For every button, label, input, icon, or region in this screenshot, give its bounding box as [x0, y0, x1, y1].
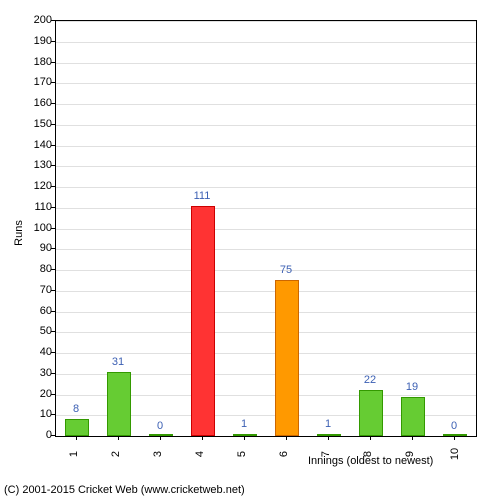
bar [359, 390, 382, 436]
x-tick-label: 4 [194, 451, 206, 457]
y-tick-mark [51, 62, 55, 63]
y-tick-label: 120 [22, 180, 52, 192]
x-tick-label: 7 [320, 451, 332, 457]
grid-line [56, 249, 476, 250]
y-tick-label: 100 [22, 222, 52, 234]
bar-value-label: 0 [157, 420, 163, 432]
y-tick-label: 180 [22, 56, 52, 68]
bar-value-label: 8 [73, 403, 79, 415]
chart-container: Runs Innings (oldest to newest) (C) 2001… [0, 0, 500, 500]
x-tick-label: 8 [362, 451, 374, 457]
grid-line [56, 104, 476, 105]
y-tick-mark [51, 352, 55, 353]
x-tick-mark [118, 436, 119, 440]
y-tick-label: 200 [22, 14, 52, 26]
bar-value-label: 75 [280, 264, 292, 276]
y-tick-mark [51, 124, 55, 125]
x-tick-label: 1 [68, 451, 80, 457]
x-tick-mark [76, 436, 77, 440]
grid-line [56, 146, 476, 147]
bar [275, 280, 298, 436]
grid-line [56, 83, 476, 84]
x-tick-mark [202, 436, 203, 440]
y-tick-mark [51, 41, 55, 42]
y-tick-mark [51, 331, 55, 332]
y-tick-label: 80 [22, 263, 52, 275]
grid-line [56, 187, 476, 188]
grid-line [56, 353, 476, 354]
bar-value-label: 31 [112, 356, 124, 368]
x-tick-mark [160, 436, 161, 440]
y-tick-mark [51, 103, 55, 104]
y-tick-label: 140 [22, 139, 52, 151]
bar-value-label: 22 [364, 374, 376, 386]
y-tick-label: 150 [22, 118, 52, 130]
y-tick-mark [51, 311, 55, 312]
y-tick-mark [51, 290, 55, 291]
y-tick-mark [51, 269, 55, 270]
bar-value-label: 111 [194, 190, 211, 202]
grid-line [56, 312, 476, 313]
grid-line [56, 291, 476, 292]
y-tick-mark [51, 228, 55, 229]
y-tick-mark [51, 20, 55, 21]
x-tick-mark [454, 436, 455, 440]
x-tick-mark [328, 436, 329, 440]
bar-value-label: 1 [241, 418, 247, 430]
bar [191, 206, 214, 436]
x-tick-mark [370, 436, 371, 440]
plot-area [55, 20, 477, 437]
bar [65, 419, 88, 436]
grid-line [56, 166, 476, 167]
y-tick-mark [51, 207, 55, 208]
y-tick-label: 30 [22, 367, 52, 379]
x-tick-mark [286, 436, 287, 440]
y-tick-label: 130 [22, 159, 52, 171]
y-tick-label: 190 [22, 35, 52, 47]
bar-value-label: 1 [325, 418, 331, 430]
grid-line [56, 332, 476, 333]
y-tick-label: 10 [22, 408, 52, 420]
y-tick-label: 90 [22, 242, 52, 254]
x-tick-mark [412, 436, 413, 440]
y-tick-mark [51, 394, 55, 395]
y-tick-label: 70 [22, 284, 52, 296]
grid-line [56, 42, 476, 43]
grid-line [56, 63, 476, 64]
y-tick-label: 60 [22, 305, 52, 317]
x-tick-label: 6 [278, 451, 290, 457]
y-tick-label: 160 [22, 97, 52, 109]
grid-line [56, 270, 476, 271]
grid-line [56, 125, 476, 126]
x-tick-label: 10 [449, 448, 461, 460]
x-tick-label: 2 [110, 451, 122, 457]
y-tick-mark [51, 186, 55, 187]
bar [107, 372, 130, 436]
y-tick-mark [51, 82, 55, 83]
y-tick-label: 40 [22, 346, 52, 358]
copyright-text: (C) 2001-2015 Cricket Web (www.cricketwe… [4, 484, 245, 496]
x-tick-label: 3 [152, 451, 164, 457]
y-tick-label: 110 [22, 201, 52, 213]
grid-line [56, 208, 476, 209]
y-tick-mark [51, 165, 55, 166]
y-tick-label: 170 [22, 76, 52, 88]
bar [401, 397, 424, 436]
y-tick-mark [51, 373, 55, 374]
x-tick-label: 5 [236, 451, 248, 457]
y-tick-label: 0 [22, 429, 52, 441]
y-tick-label: 20 [22, 388, 52, 400]
y-tick-mark [51, 248, 55, 249]
x-tick-label: 9 [404, 451, 416, 457]
y-tick-mark [51, 435, 55, 436]
y-tick-mark [51, 145, 55, 146]
bar-value-label: 19 [406, 381, 418, 393]
x-tick-mark [244, 436, 245, 440]
grid-line [56, 229, 476, 230]
y-tick-mark [51, 414, 55, 415]
bar-value-label: 0 [451, 420, 457, 432]
y-tick-label: 50 [22, 325, 52, 337]
grid-line [56, 21, 476, 22]
